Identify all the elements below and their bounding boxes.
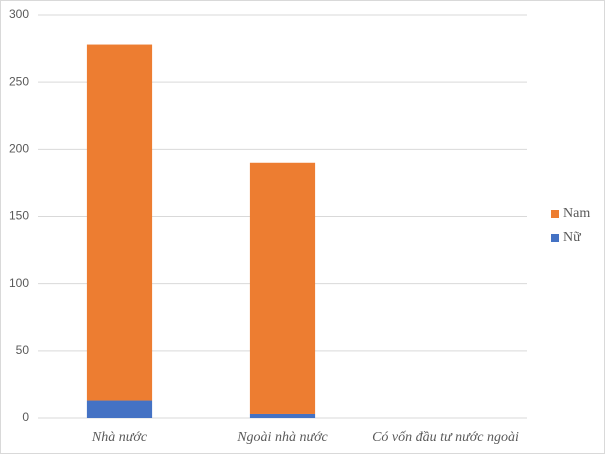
- x-tick-label: Có vốn đầu tư nước ngoài: [372, 430, 519, 445]
- legend-label: Nam: [563, 206, 590, 221]
- bar-segment: [249, 413, 316, 418]
- legend-label: Nữ: [563, 230, 581, 245]
- y-tick-label: 150: [9, 209, 29, 223]
- bar-segment: [86, 400, 153, 418]
- y-tick-label: 250: [9, 74, 29, 88]
- x-tick-label: Nhà nước: [91, 430, 148, 445]
- y-tick-label: 200: [9, 142, 29, 156]
- x-tick-label: Ngoài nhà nước: [236, 430, 328, 445]
- legend-swatch: [551, 210, 559, 218]
- bar-segment: [86, 44, 153, 401]
- y-tick-label: 300: [9, 7, 29, 21]
- y-tick-label: 50: [16, 343, 30, 357]
- y-tick-label: 100: [9, 276, 29, 290]
- legend-swatch: [551, 234, 559, 242]
- bar-segment: [249, 162, 316, 414]
- y-tick-label: 0: [22, 410, 29, 424]
